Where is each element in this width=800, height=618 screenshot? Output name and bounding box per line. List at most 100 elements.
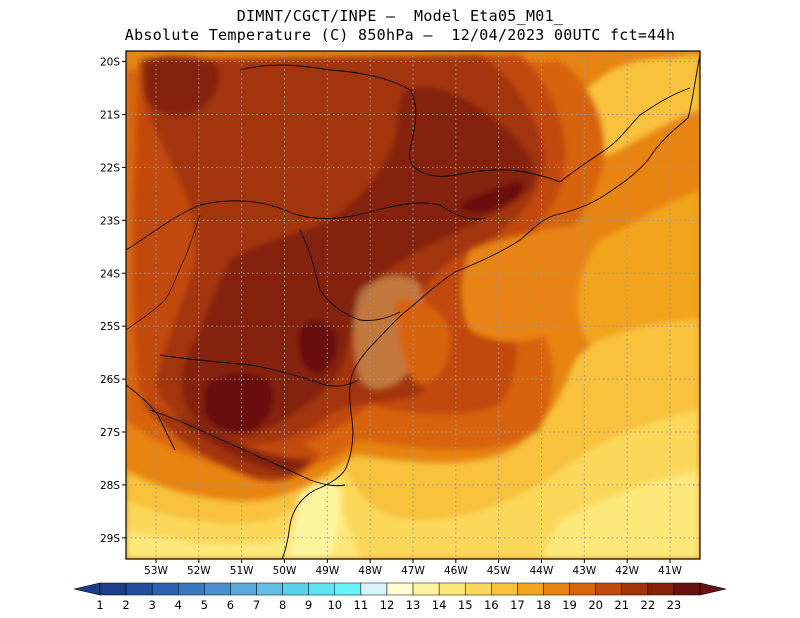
lon-label: 41W bbox=[658, 565, 682, 577]
colorbar-swatch bbox=[308, 582, 336, 596]
chart-title-line1: DIMNT/CGCT/INPE – Model Eta05_M01_ bbox=[236, 7, 564, 25]
field-14-east bbox=[540, 470, 700, 559]
field-15-south bbox=[126, 410, 700, 559]
field-23-hot-2 bbox=[298, 319, 338, 375]
colorbar-label: 13 bbox=[406, 598, 421, 612]
longitude-labels: 53W 52W 51W 50W 49W 48W 47W 46W 45W 44W 43W 42W 41W bbox=[144, 559, 683, 577]
river-parana bbox=[126, 214, 201, 331]
colorbar-label: 15 bbox=[458, 598, 473, 612]
lon-label: 53W bbox=[144, 565, 168, 577]
lat-label: 24S bbox=[100, 268, 120, 280]
border-sc-rs bbox=[149, 409, 346, 487]
lat-label: 20S bbox=[100, 57, 120, 69]
colorbar-label: 21 bbox=[614, 598, 629, 612]
colorbar-label: 19 bbox=[562, 598, 577, 612]
colorbar-swatch bbox=[256, 582, 283, 596]
lon-label: 43W bbox=[572, 565, 596, 577]
colorbar-swatch bbox=[178, 582, 205, 596]
field-17-east bbox=[577, 190, 700, 345]
colorbar-label: 8 bbox=[279, 598, 286, 612]
colorbar-swatch bbox=[491, 582, 518, 596]
lon-label: 44W bbox=[530, 565, 554, 577]
colorbar-swatch bbox=[282, 582, 309, 596]
lon-label: 52W bbox=[187, 565, 211, 577]
lat-label: 29S bbox=[100, 533, 120, 545]
lon-label: 46W bbox=[444, 565, 468, 577]
colorbar-label: 6 bbox=[227, 598, 234, 612]
border-sp-pr bbox=[299, 229, 401, 321]
field-23-hot-1 bbox=[204, 373, 274, 434]
lon-label: 49W bbox=[315, 565, 339, 577]
colorbar-label: 20 bbox=[588, 598, 603, 612]
border-rj-es bbox=[559, 87, 691, 183]
colorbar-label: 1 bbox=[96, 598, 103, 612]
colorbar-swatch bbox=[230, 582, 257, 596]
lat-label: 25S bbox=[100, 321, 120, 333]
borders bbox=[126, 54, 700, 559]
colorbar-swatch bbox=[204, 582, 231, 596]
colorbar-swatch bbox=[412, 582, 440, 596]
colorbar-label: 2 bbox=[122, 598, 129, 612]
lat-label: 27S bbox=[100, 427, 120, 439]
colorbar-label: 14 bbox=[432, 598, 447, 612]
field-22-northwest bbox=[145, 56, 219, 116]
border-mg-sp bbox=[126, 200, 486, 251]
lon-label: 42W bbox=[615, 565, 639, 577]
colorbar-label: 18 bbox=[536, 598, 551, 612]
border-west bbox=[126, 384, 176, 451]
colorbar-label: 7 bbox=[253, 598, 260, 612]
border-mg-north bbox=[239, 64, 561, 183]
colorbar-swatch bbox=[673, 582, 701, 596]
colorbar-label: 17 bbox=[510, 598, 525, 612]
colorbar-label: 5 bbox=[201, 598, 208, 612]
colorbar-swatch bbox=[595, 582, 622, 596]
colorbar-label: 22 bbox=[641, 598, 656, 612]
field-19-coastal-strip bbox=[395, 299, 451, 385]
colorbar-label: 3 bbox=[149, 598, 156, 612]
lat-lon-grid bbox=[126, 51, 700, 559]
colorbar-extend-high bbox=[699, 582, 727, 596]
colorbar-label: 4 bbox=[175, 598, 182, 612]
lon-label: 45W bbox=[487, 565, 511, 577]
lon-label: 48W bbox=[358, 565, 382, 577]
colorbar-swatch bbox=[334, 582, 362, 596]
colorbar-swatch bbox=[517, 582, 544, 596]
chart-title-line2: Absolute Temperature (C) 850hPa – 12/04/… bbox=[124, 26, 676, 44]
colorbar-swatch bbox=[543, 582, 570, 596]
colorbar-swatch bbox=[647, 582, 675, 596]
field-22-core bbox=[181, 87, 535, 437]
lon-label: 47W bbox=[401, 565, 425, 577]
colorbar-label: 9 bbox=[305, 598, 312, 612]
colorbar: 1 2 3 4 5 6 7 8 9 10 11 12 13 14 15 16 17 18 19 20 21 22 23 bbox=[73, 582, 727, 612]
lon-label: 50W bbox=[273, 565, 297, 577]
colorbar-swatch bbox=[386, 582, 414, 596]
field-18-atlantic bbox=[461, 225, 583, 342]
latitude-labels: 20S 21S 22S 23S 24S 25S 26S 27S 28S 29S bbox=[100, 57, 126, 545]
colorbar-swatch bbox=[438, 582, 466, 596]
colorbar-swatch bbox=[464, 582, 492, 596]
lat-label: 21S bbox=[100, 110, 120, 122]
colorbar-label: 11 bbox=[354, 598, 369, 612]
field-23-hot-3 bbox=[458, 180, 523, 213]
colorbar-swatch bbox=[360, 582, 388, 596]
colorbar-swatch bbox=[99, 582, 127, 596]
colorbar-extend-low bbox=[73, 582, 101, 596]
colorbar-label: 10 bbox=[327, 598, 342, 612]
coastline bbox=[281, 54, 700, 559]
colorbar-swatch bbox=[621, 582, 649, 596]
lon-label: 51W bbox=[230, 565, 254, 577]
colorbar-swatch bbox=[569, 582, 596, 596]
field-13-coast bbox=[290, 481, 342, 559]
lat-label: 23S bbox=[100, 215, 120, 227]
lat-label: 22S bbox=[100, 162, 120, 174]
lat-label: 28S bbox=[100, 480, 120, 492]
lat-label: 26S bbox=[100, 374, 120, 386]
colorbar-swatch bbox=[151, 582, 179, 596]
colorbar-label: 23 bbox=[667, 598, 682, 612]
colorbar-label: 16 bbox=[484, 598, 499, 612]
border-pr-sc bbox=[159, 354, 359, 387]
colorbar-swatch bbox=[125, 582, 153, 596]
field-22-south bbox=[175, 415, 308, 473]
temperature-field bbox=[126, 51, 700, 559]
